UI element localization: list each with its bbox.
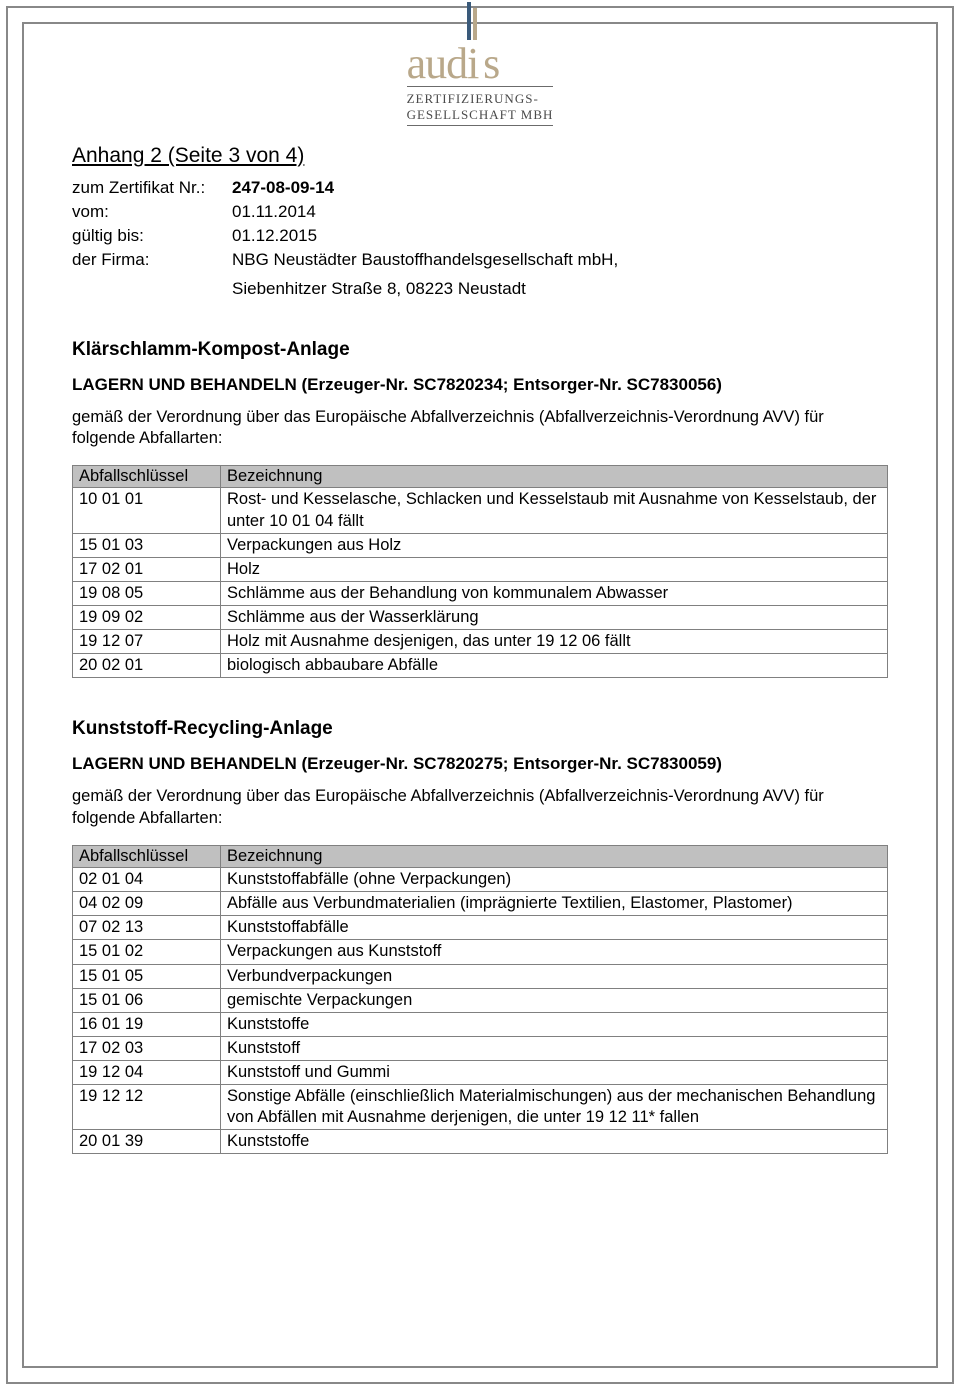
page-title: Anhang 2 (Seite 3 von 4) bbox=[72, 144, 888, 168]
table1-col-code: Abfallschlüssel bbox=[73, 466, 221, 488]
waste-desc: Schlämme aus der Behandlung von kommunal… bbox=[221, 581, 888, 605]
waste-desc: Verbundverpackungen bbox=[221, 964, 888, 988]
table-row: 15 01 05Verbundverpackungen bbox=[73, 964, 888, 988]
waste-code: 02 01 04 bbox=[73, 868, 221, 892]
waste-code: 19 12 12 bbox=[73, 1085, 221, 1130]
table-row: 02 01 04Kunststoffabfälle (ohne Verpacku… bbox=[73, 868, 888, 892]
logo-main: audis bbox=[407, 44, 554, 84]
table-row: 19 08 05Schlämme aus der Behandlung von … bbox=[73, 581, 888, 605]
waste-desc: Kunststoffe bbox=[221, 1012, 888, 1036]
waste-code: 15 01 06 bbox=[73, 988, 221, 1012]
waste-desc: Kunststoff und Gummi bbox=[221, 1061, 888, 1085]
table2-col-code: Abfallschlüssel bbox=[73, 846, 221, 868]
waste-code: 07 02 13 bbox=[73, 916, 221, 940]
from-value: 01.11.2014 bbox=[232, 200, 618, 224]
waste-desc: Holz bbox=[221, 557, 888, 581]
waste-code: 17 02 01 bbox=[73, 557, 221, 581]
waste-code: 19 08 05 bbox=[73, 581, 221, 605]
waste-desc: Schlämme aus der Wasserklärung bbox=[221, 605, 888, 629]
waste-desc: Rost- und Kesselasche, Schlacken und Kes… bbox=[221, 488, 888, 533]
table1-col-desc: Bezeichnung bbox=[221, 466, 888, 488]
waste-desc: Abfälle aus Verbundmaterialien (imprägni… bbox=[221, 892, 888, 916]
cert-label: zum Zertifikat Nr.: bbox=[72, 176, 232, 200]
table-row: 10 01 01Rost- und Kesselasche, Schlacken… bbox=[73, 488, 888, 533]
waste-code: 15 01 05 bbox=[73, 964, 221, 988]
table-row: 19 12 12Sonstige Abfälle (einschließlich… bbox=[73, 1085, 888, 1130]
section2-title: Kunststoff-Recycling-Anlage bbox=[72, 718, 888, 740]
table-row: 19 09 02Schlämme aus der Wasserklärung bbox=[73, 605, 888, 629]
firma-name: NBG Neustädter Baustoffhandelsgesellscha… bbox=[232, 248, 618, 272]
cert-value: 247-08-09-14 bbox=[232, 176, 618, 200]
waste-desc: Verpackungen aus Holz bbox=[221, 533, 888, 557]
waste-desc: biologisch abbaubare Abfälle bbox=[221, 654, 888, 678]
waste-code: 15 01 03 bbox=[73, 533, 221, 557]
section1-title: Klärschlamm-Kompost-Anlage bbox=[72, 339, 888, 361]
table-row: 07 02 13Kunststoffabfälle bbox=[73, 916, 888, 940]
table-row: 19 12 04Kunststoff und Gummi bbox=[73, 1061, 888, 1085]
inner-frame: audis ZERTIFIZIERUNGS- GESELLSCHAFT MBH … bbox=[22, 22, 938, 1368]
firma-label: der Firma: bbox=[72, 248, 232, 272]
section1-subtitle: LAGERN UND BEHANDELN (Erzeuger-Nr. SC782… bbox=[72, 375, 888, 395]
table-row: 20 02 01biologisch abbaubare Abfälle bbox=[73, 654, 888, 678]
waste-desc: Kunststoff bbox=[221, 1036, 888, 1060]
waste-code: 04 02 09 bbox=[73, 892, 221, 916]
outer-frame: audis ZERTIFIZIERUNGS- GESELLSCHAFT MBH … bbox=[6, 6, 954, 1384]
waste-table-2: Abfallschlüssel Bezeichnung 02 01 04Kuns… bbox=[72, 845, 888, 1154]
waste-desc: Kunststoffe bbox=[221, 1130, 888, 1154]
logo-sub1: ZERTIFIZIERUNGS- bbox=[407, 91, 554, 107]
table-row: 16 01 19Kunststoffe bbox=[73, 1012, 888, 1036]
section1-regtext: gemäß der Verordnung über das Europäisch… bbox=[72, 407, 888, 450]
waste-desc: Kunststoffabfälle (ohne Verpackungen) bbox=[221, 868, 888, 892]
table-row: 15 01 02Verpackungen aus Kunststoff bbox=[73, 940, 888, 964]
waste-desc: gemischte Verpackungen bbox=[221, 988, 888, 1012]
waste-code: 19 09 02 bbox=[73, 605, 221, 629]
waste-code: 10 01 01 bbox=[73, 488, 221, 533]
waste-code: 20 01 39 bbox=[73, 1130, 221, 1154]
valid-label: gültig bis: bbox=[72, 224, 232, 248]
table2-col-desc: Bezeichnung bbox=[221, 846, 888, 868]
logo-block: audis ZERTIFIZIERUNGS- GESELLSCHAFT MBH bbox=[72, 44, 888, 126]
waste-desc: Verpackungen aus Kunststoff bbox=[221, 940, 888, 964]
logo-sub2: GESELLSCHAFT MBH bbox=[407, 107, 554, 123]
meta-table: zum Zertifikat Nr.: 247-08-09-14 vom: 01… bbox=[72, 176, 618, 272]
waste-code: 20 02 01 bbox=[73, 654, 221, 678]
waste-code: 19 12 04 bbox=[73, 1061, 221, 1085]
table-row: 20 01 39Kunststoffe bbox=[73, 1130, 888, 1154]
table-row: 15 01 03Verpackungen aus Holz bbox=[73, 533, 888, 557]
waste-code: 19 12 07 bbox=[73, 630, 221, 654]
table-row: 17 02 03Kunststoff bbox=[73, 1036, 888, 1060]
table-row: 19 12 07Holz mit Ausnahme desjenigen, da… bbox=[73, 630, 888, 654]
waste-desc: Holz mit Ausnahme desjenigen, das unter … bbox=[221, 630, 888, 654]
section2-regtext: gemäß der Verordnung über das Europäisch… bbox=[72, 786, 888, 829]
waste-table-1: Abfallschlüssel Bezeichnung 10 01 01Rost… bbox=[72, 465, 888, 678]
waste-code: 15 01 02 bbox=[73, 940, 221, 964]
section2-subtitle: LAGERN UND BEHANDELN (Erzeuger-Nr. SC782… bbox=[72, 754, 888, 774]
waste-code: 16 01 19 bbox=[73, 1012, 221, 1036]
table-row: 15 01 06gemischte Verpackungen bbox=[73, 988, 888, 1012]
table-row: 17 02 01Holz bbox=[73, 557, 888, 581]
from-label: vom: bbox=[72, 200, 232, 224]
firma-addr: Siebenhitzer Straße 8, 08223 Neustadt bbox=[232, 278, 888, 301]
waste-desc: Kunststoffabfälle bbox=[221, 916, 888, 940]
waste-code: 17 02 03 bbox=[73, 1036, 221, 1060]
valid-value: 01.12.2015 bbox=[232, 224, 618, 248]
waste-desc: Sonstige Abfälle (einschließlich Materia… bbox=[221, 1085, 888, 1130]
logo-sub: ZERTIFIZIERUNGS- GESELLSCHAFT MBH bbox=[407, 86, 554, 126]
table-row: 04 02 09Abfälle aus Verbundmaterialien (… bbox=[73, 892, 888, 916]
